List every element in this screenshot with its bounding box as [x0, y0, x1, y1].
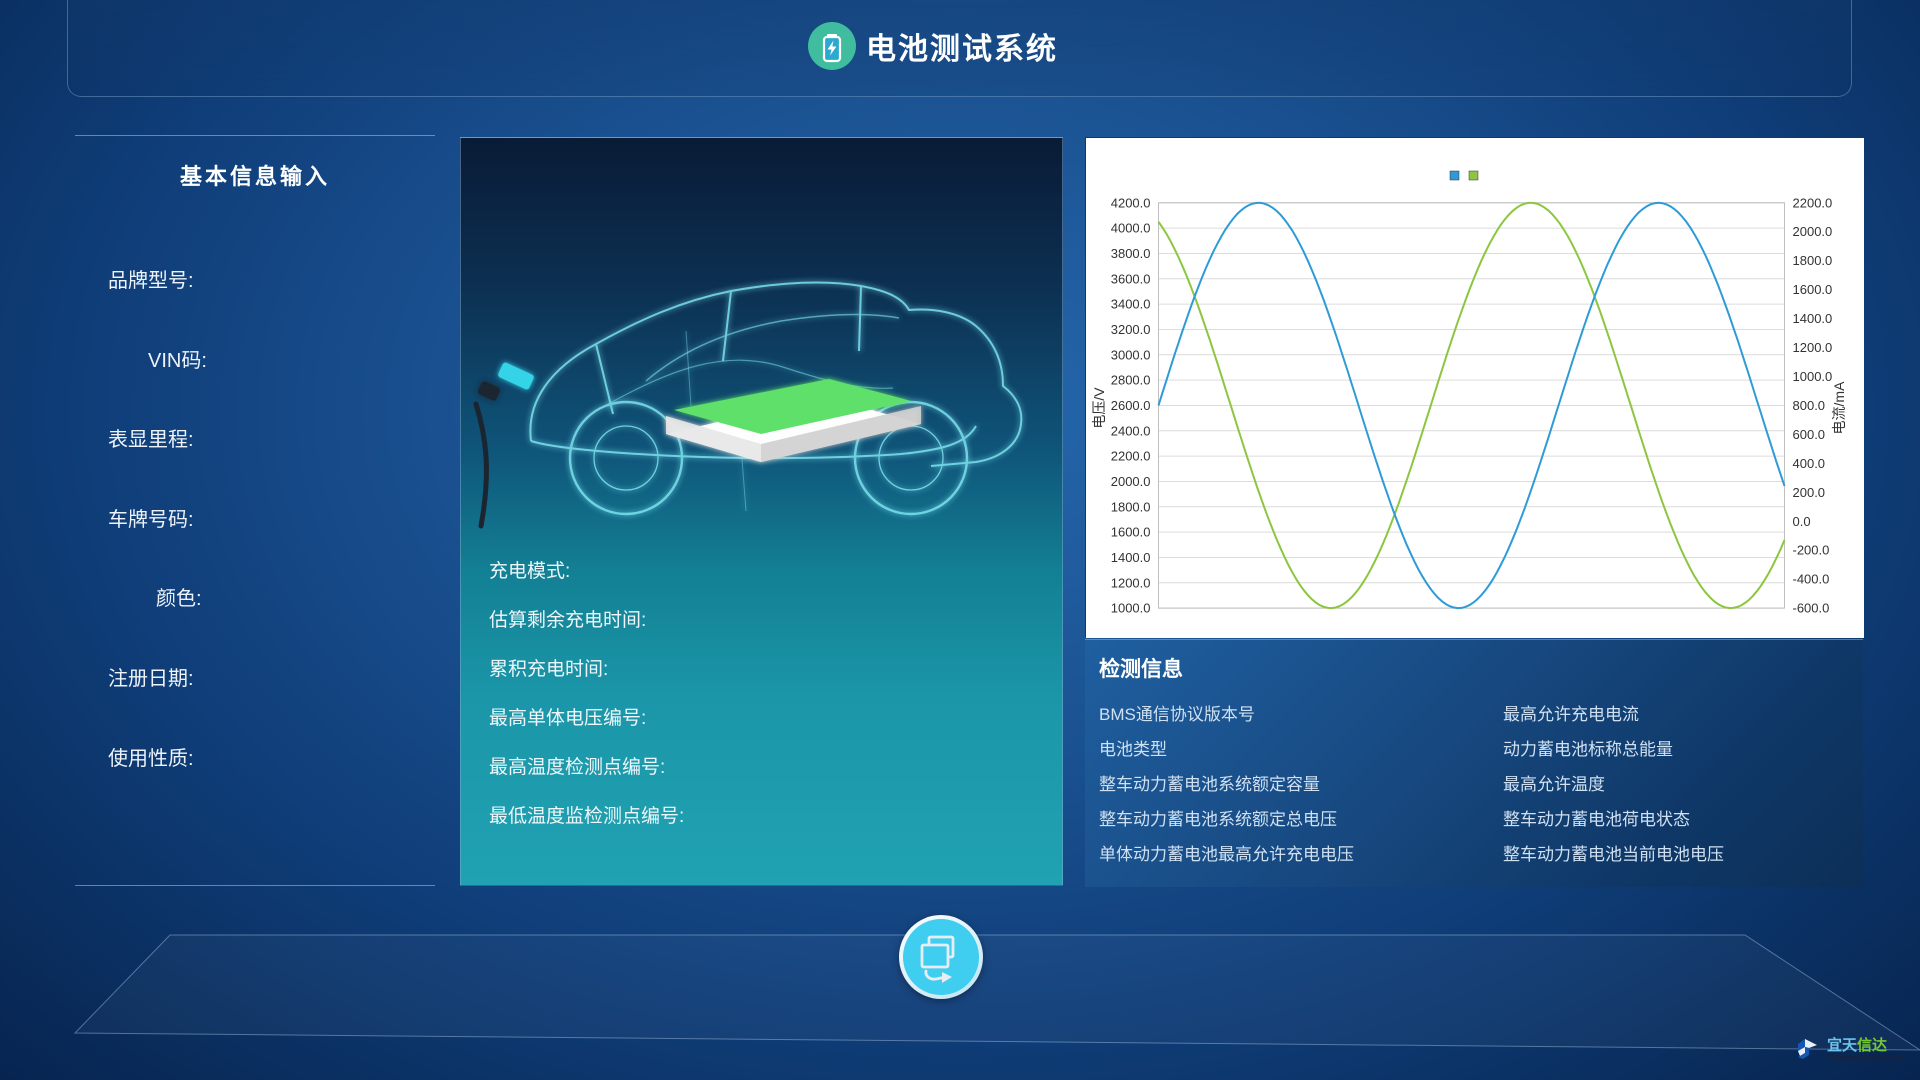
svg-text:电流/mA: 电流/mA [1831, 381, 1847, 435]
svg-text:200.0: 200.0 [1793, 485, 1826, 500]
svg-text:3400.0: 3400.0 [1111, 297, 1151, 312]
svg-text:1800.0: 1800.0 [1793, 253, 1833, 268]
svg-text:2200.0: 2200.0 [1793, 195, 1833, 210]
svg-text:2400.0: 2400.0 [1111, 423, 1151, 438]
svg-text:3600.0: 3600.0 [1111, 271, 1151, 286]
svg-text:1000.0: 1000.0 [1111, 601, 1151, 616]
svg-text:4200.0: 4200.0 [1111, 195, 1151, 210]
svg-text:3000.0: 3000.0 [1111, 347, 1151, 362]
svg-text:1000.0: 1000.0 [1793, 369, 1833, 384]
svg-text:-600.0: -600.0 [1793, 601, 1830, 616]
svg-text:-400.0: -400.0 [1793, 572, 1830, 587]
svg-text:2000.0: 2000.0 [1793, 224, 1833, 239]
svg-text:2200.0: 2200.0 [1111, 449, 1151, 464]
svg-text:-200.0: -200.0 [1793, 543, 1830, 558]
svg-text:2000.0: 2000.0 [1111, 474, 1151, 489]
svg-text:电压/V: 电压/V [1091, 387, 1107, 429]
svg-text:1400.0: 1400.0 [1793, 311, 1833, 326]
svg-text:1800.0: 1800.0 [1111, 499, 1151, 514]
svg-text:1200.0: 1200.0 [1793, 340, 1833, 355]
svg-text:600.0: 600.0 [1793, 427, 1826, 442]
svg-text:1400.0: 1400.0 [1111, 550, 1151, 565]
svg-text:800.0: 800.0 [1793, 398, 1826, 413]
svg-text:400.0: 400.0 [1793, 456, 1826, 471]
svg-text:1200.0: 1200.0 [1111, 575, 1151, 590]
svg-text:4000.0: 4000.0 [1111, 221, 1151, 236]
svg-text:1600.0: 1600.0 [1793, 282, 1833, 297]
svg-text:0.0: 0.0 [1793, 514, 1811, 529]
svg-text:3200.0: 3200.0 [1111, 322, 1151, 337]
svg-text:1600.0: 1600.0 [1111, 525, 1151, 540]
svg-text:3800.0: 3800.0 [1111, 246, 1151, 261]
svg-text:2800.0: 2800.0 [1111, 373, 1151, 388]
svg-text:2600.0: 2600.0 [1111, 398, 1151, 413]
